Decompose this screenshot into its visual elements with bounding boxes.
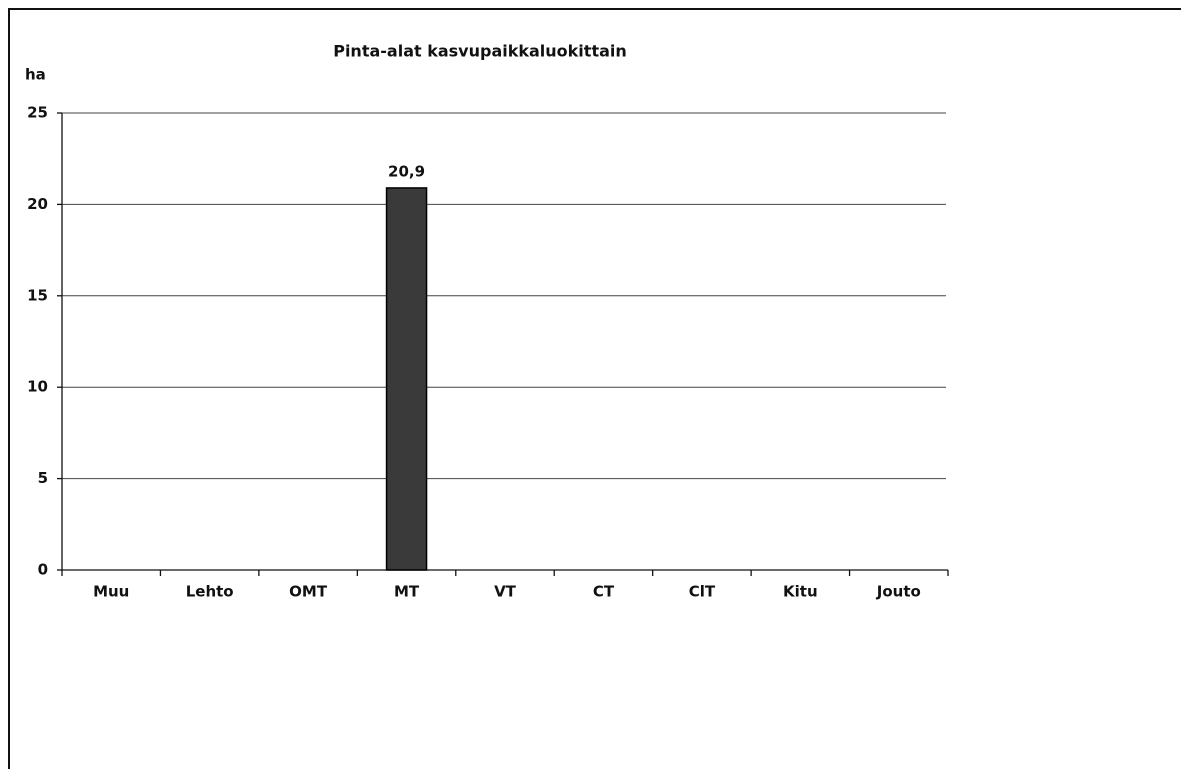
data-label: 20,9 <box>388 162 425 180</box>
x-tick-label: Muu <box>93 583 129 601</box>
y-tick-label: 5 <box>38 469 48 487</box>
bar <box>385 187 428 571</box>
y-axis-label: ha <box>25 66 46 84</box>
y-tick-label: 0 <box>38 561 48 579</box>
x-tick-label: OMT <box>289 583 328 601</box>
y-tick-label: 25 <box>27 104 48 122</box>
y-tick-label: 20 <box>27 195 48 213</box>
x-tick-label: CT <box>593 583 615 601</box>
x-tick-label: VT <box>494 583 517 601</box>
y-tick-label: 10 <box>27 378 48 396</box>
x-tick-label: MT <box>394 583 420 601</box>
x-tick-label: Jouto <box>876 583 921 601</box>
chart-title: Pinta-alat kasvupaikkaluokittain <box>333 42 627 61</box>
x-tick-label: ClT <box>689 583 716 601</box>
x-tick-label: Kitu <box>783 583 818 601</box>
x-tick-label: Lehto <box>186 583 234 601</box>
y-tick-label: 15 <box>27 286 48 304</box>
